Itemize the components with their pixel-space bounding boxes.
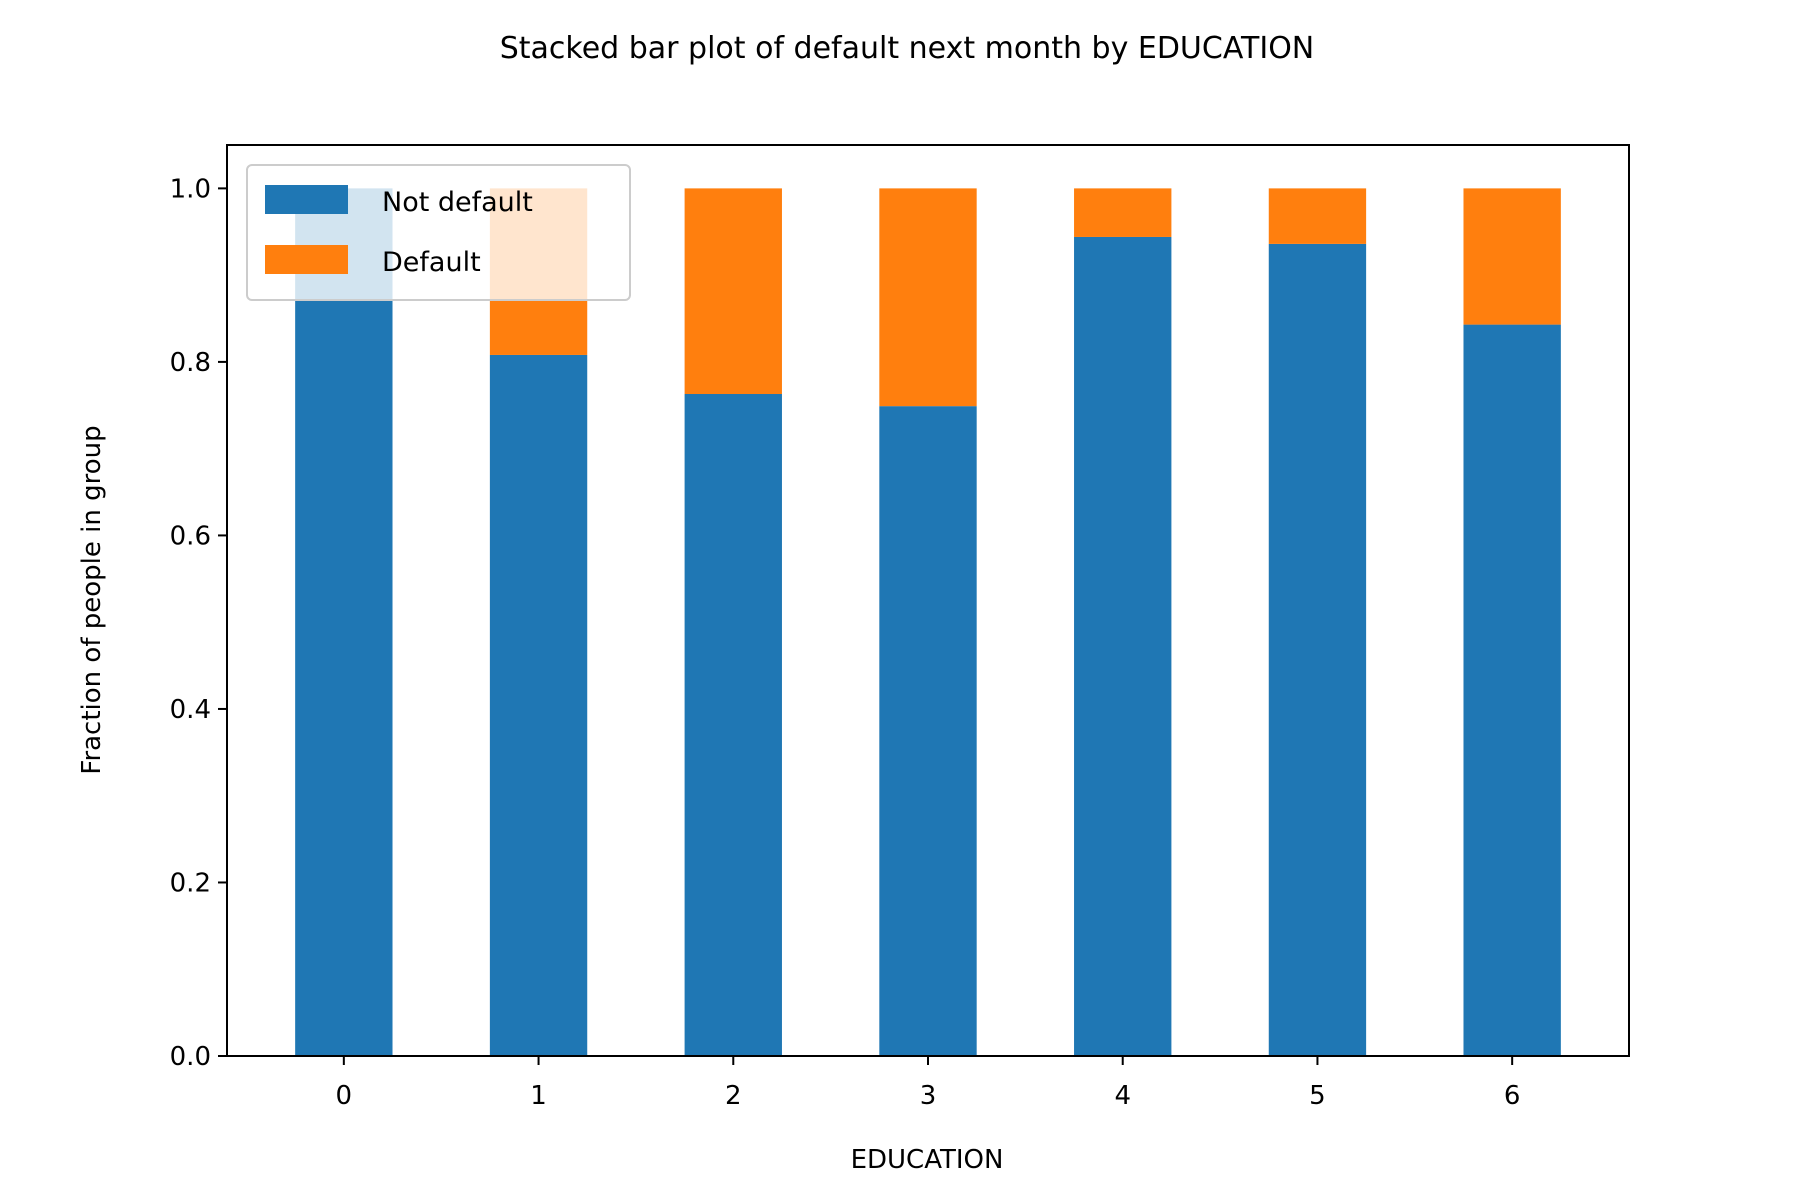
legend-swatch-not-default [265,185,348,214]
y-tick-label-0.0: 0.0 [170,1042,211,1072]
y-tick-label-0.6: 0.6 [170,521,211,551]
bar-not-default-0 [295,188,393,1056]
y-tick-label-0.2: 0.2 [170,868,211,898]
legend-label-default: Default [382,247,481,278]
bar-default-2 [684,188,782,395]
bar-not-default-4 [1074,236,1172,1056]
x-tick-label-1: 1 [530,1081,547,1111]
x-tick-label-5: 5 [1309,1081,1326,1111]
y-axis: 0.0 0.2 0.4 0.6 0.8 1.0 [170,174,227,1072]
bar-not-default-6 [1463,324,1561,1056]
x-tick-label-6: 6 [1504,1081,1521,1111]
x-tick-label-0: 0 [336,1081,353,1111]
x-axis: 0 1 2 3 4 5 6 [336,1056,1521,1111]
y-axis-label: Fraction of people in group [77,425,107,774]
y-tick-label-0.8: 0.8 [170,348,211,378]
bar-not-default-5 [1268,243,1367,1056]
bar-not-default-1 [489,354,588,1056]
x-tick-label-4: 4 [1114,1081,1131,1111]
chart-title: Stacked bar plot of default next month b… [500,31,1315,66]
y-tick-label-1.0: 1.0 [170,174,211,204]
bar-default-5 [1268,188,1367,244]
x-axis-label: EDUCATION [851,1145,1004,1175]
x-tick-label-2: 2 [725,1081,742,1111]
bars-group [295,188,1561,1056]
bar-not-default-2 [684,394,782,1056]
legend-swatch-default [265,245,348,274]
bar-default-4 [1074,188,1172,237]
plot-frame [226,144,1630,1057]
bar-not-default-3 [879,406,977,1056]
y-tick-label-0.4: 0.4 [170,695,211,725]
bar-default-6 [1463,188,1561,325]
legend-label-not-default: Not default [382,187,533,218]
legend: Not default Default [246,164,631,301]
x-tick-label-3: 3 [920,1081,937,1111]
bar-default-3 [879,188,977,407]
